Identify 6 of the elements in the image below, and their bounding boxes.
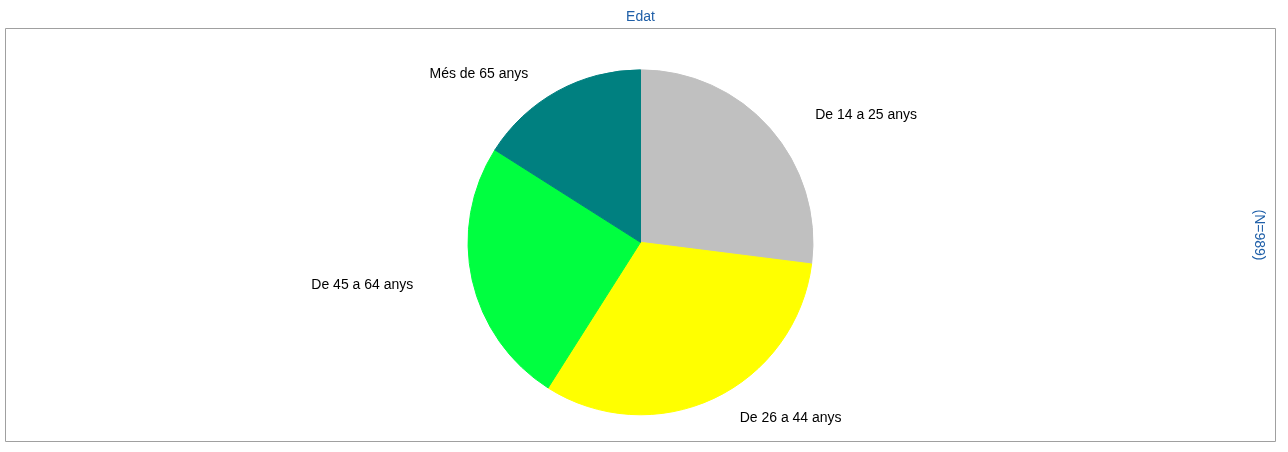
slice-label: De 14 a 25 anys: [815, 106, 918, 123]
slice-label: De 26 a 44 anys: [739, 409, 842, 426]
text: (N=989): [1251, 209, 1268, 261]
slice-label: Més de 65 anys: [429, 64, 529, 81]
chart-title: Edat: [626, 7, 656, 24]
slice-label: De 45 a 64 anys: [311, 276, 414, 293]
